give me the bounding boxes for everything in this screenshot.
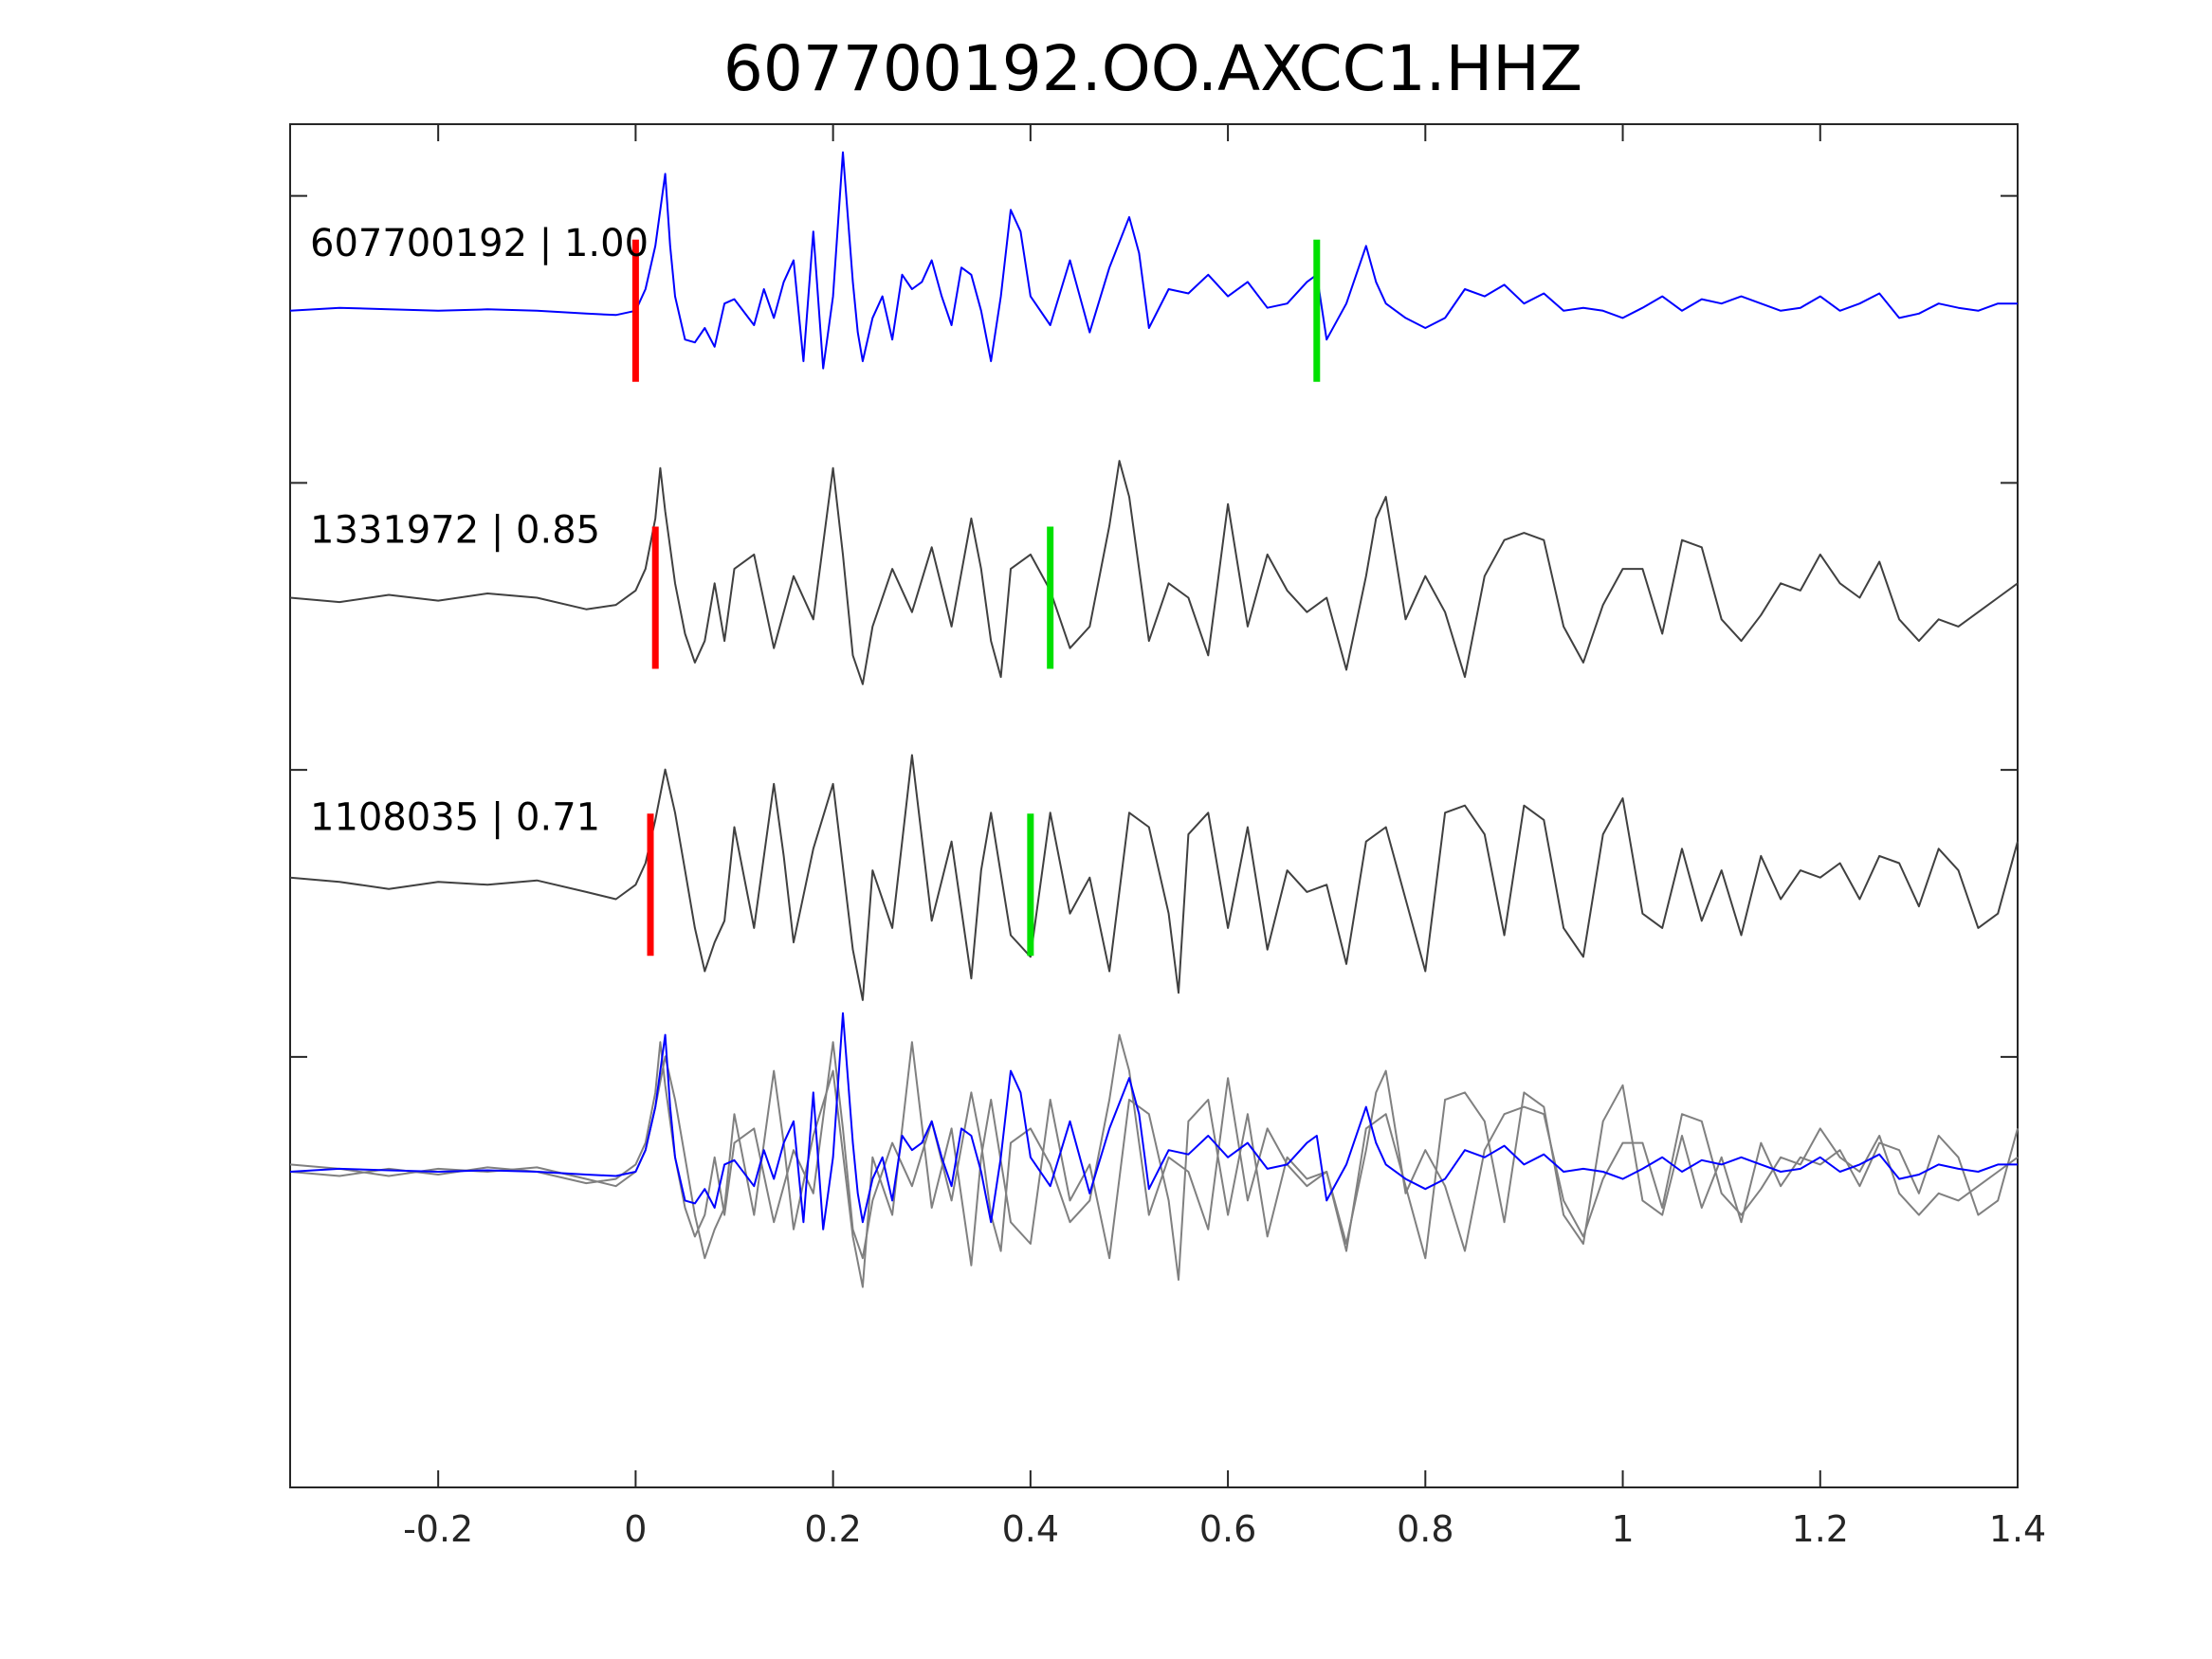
phase-picks	[631, 239, 1321, 957]
overlay-traces	[289, 1012, 2019, 1288]
trace-607700192-line	[289, 151, 2018, 370]
trace-1108035-line	[289, 754, 2019, 1001]
trace-label-607700192: 607700192 | 1.00	[310, 222, 649, 265]
trace-label-1331972: 1331972 | 0.85	[310, 509, 600, 553]
waveform-traces	[289, 151, 2019, 1001]
x-tick-label: 0.6	[1199, 1508, 1256, 1550]
x-tick-label: 0.8	[1397, 1508, 1453, 1550]
overlay-1108035-line	[289, 1041, 2019, 1288]
x-tick-label: 0.2	[804, 1508, 861, 1550]
x-axis-ticks: -0.2 0 0.2 0.4 0.6 0.8 1 1.2 1.4	[403, 124, 2046, 1550]
trace-labels: 607700192 | 1.00 1331972 | 0.85 1108035 | …	[310, 222, 649, 839]
y-axis-ticks	[290, 194, 2018, 1058]
x-tick-label: 1	[1611, 1508, 1634, 1550]
x-tick-label: 0	[624, 1508, 647, 1550]
x-tick-label: 0.4	[1002, 1508, 1059, 1550]
trace-label-1108035: 1108035 | 0.71	[310, 795, 600, 839]
plot-area: -0.2 0 0.2 0.4 0.6 0.8 1 1.2 1.4 607700192 | 1.0…	[289, 123, 2046, 1550]
axes-frame	[289, 123, 2019, 1488]
x-tick-label: 1.4	[1989, 1508, 2046, 1550]
chart-title: 607700192.OO.AXCC1.HHZ	[723, 32, 1582, 105]
overlay-607700192-line	[289, 1012, 2018, 1231]
x-tick-label: 1.2	[1792, 1508, 1849, 1550]
trace-1331972-line	[289, 460, 2019, 685]
x-tick-label: -0.2	[403, 1508, 473, 1550]
overlay-1331972-line	[289, 1033, 2019, 1260]
